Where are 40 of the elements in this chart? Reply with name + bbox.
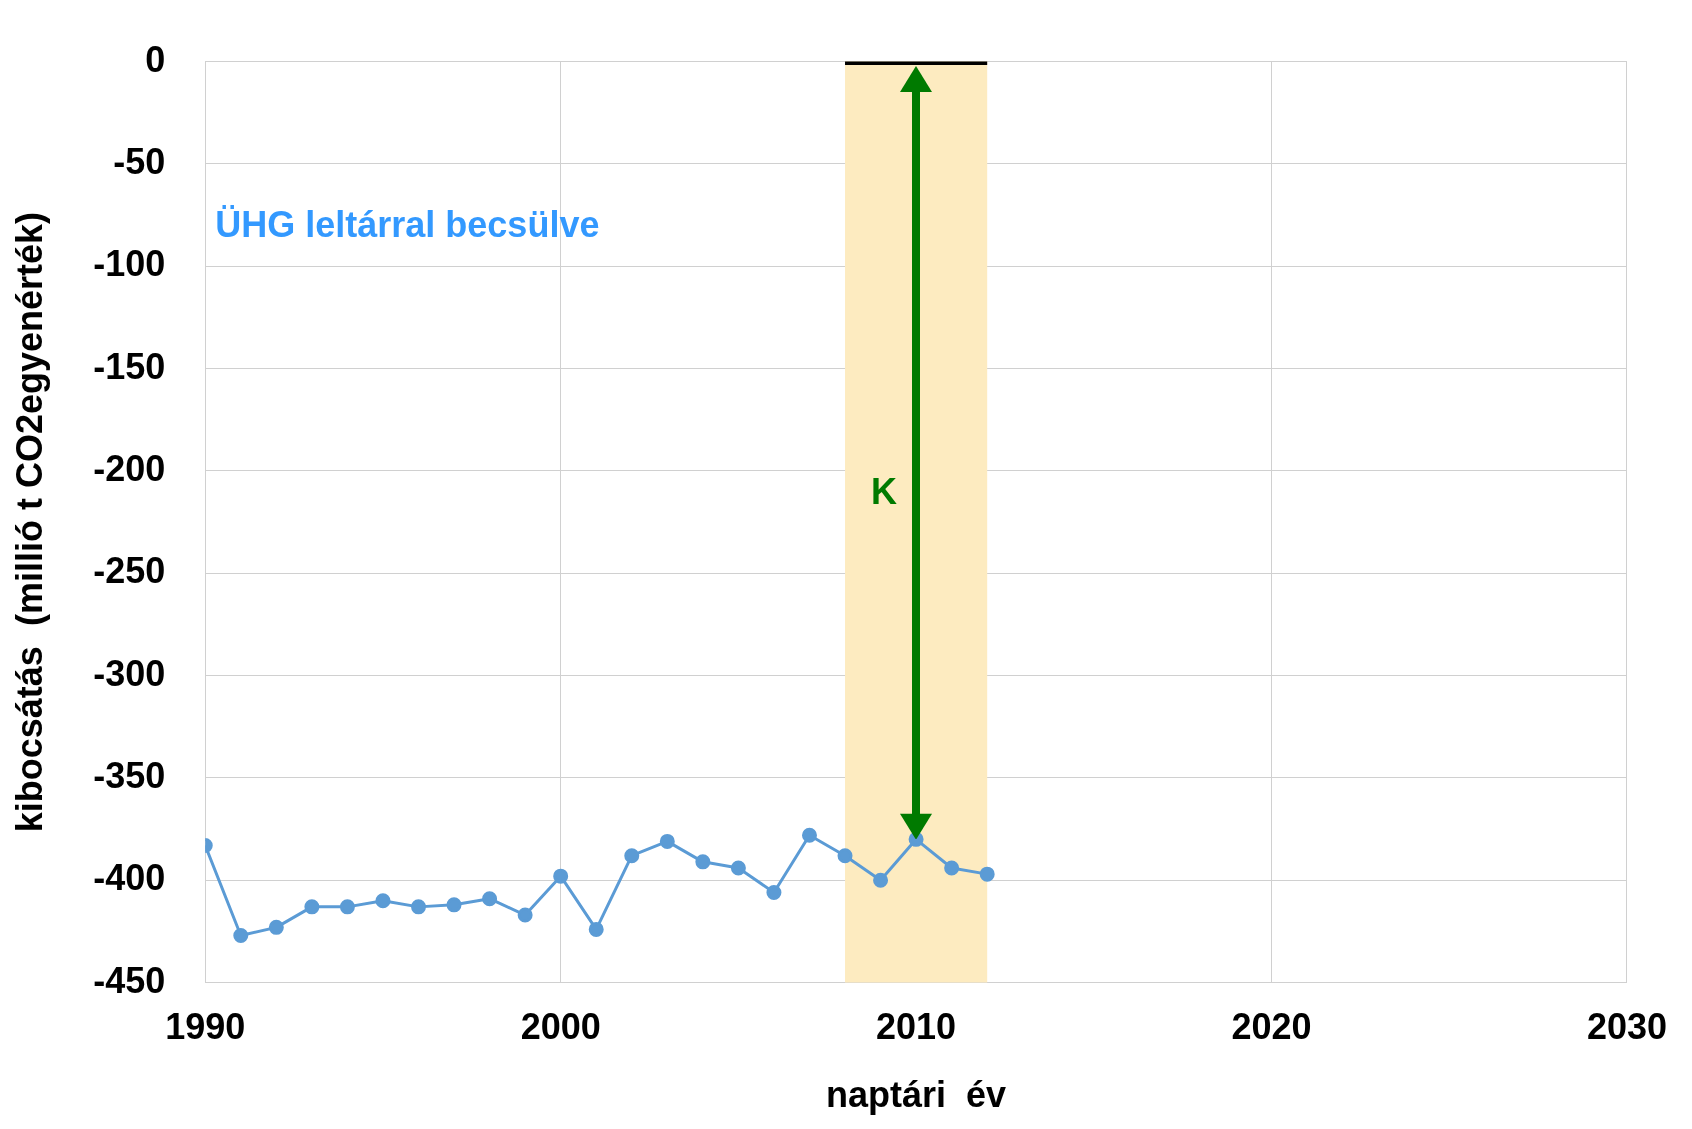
x-tick-label: 2030 (1586, 1006, 1667, 1048)
point (304, 899, 320, 915)
point (873, 872, 889, 888)
x-tick-label: 2020 (1231, 1006, 1312, 1048)
y-tick-label: -350 (93, 754, 166, 796)
point (482, 891, 498, 907)
point (695, 854, 711, 870)
y-tick-label: -200 (93, 447, 166, 489)
point (766, 885, 782, 901)
y-tick-label: -100 (93, 243, 166, 285)
y-tick-label: -400 (93, 857, 166, 899)
point (268, 919, 284, 935)
point (801, 827, 817, 843)
point (659, 833, 675, 849)
annotation: ÜHG leltárral becsülve (215, 204, 600, 246)
y-tick-label: -50 (113, 140, 166, 182)
y-tick-label: 0 (145, 38, 166, 80)
point (375, 893, 391, 909)
point (979, 866, 995, 882)
x-axis-title: naptári év (826, 1074, 1007, 1116)
x-tick-label: 1990 (165, 1006, 246, 1048)
point (730, 860, 746, 876)
x-tick-label: 2010 (876, 1006, 957, 1048)
point (837, 848, 853, 864)
y-tick-label: -250 (93, 550, 166, 592)
point (553, 868, 569, 884)
point (624, 848, 640, 864)
point (339, 899, 355, 915)
point (944, 860, 960, 876)
y-tick-label: -150 (93, 345, 166, 387)
point (411, 899, 427, 915)
y-tick-label: -300 (93, 652, 166, 694)
point (446, 897, 462, 913)
point (517, 907, 533, 923)
annotation: K (871, 471, 898, 513)
y-axis-title: kibocsátás (millió t CO2egyenérték) (8, 211, 50, 833)
point (233, 928, 249, 944)
x-tick-label: 2000 (520, 1006, 601, 1048)
y-tick-label: -450 (93, 959, 166, 1001)
point (588, 921, 604, 937)
